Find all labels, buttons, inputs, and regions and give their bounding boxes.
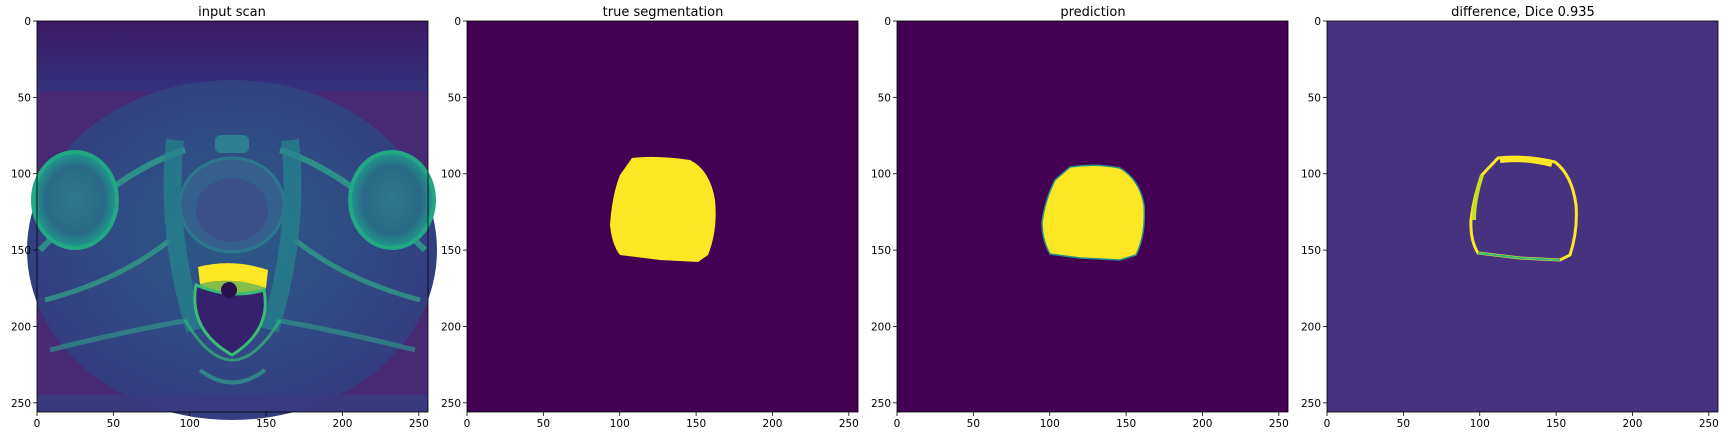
y-tick-label: 100 xyxy=(11,169,31,181)
x-tick-label: 150 xyxy=(1546,418,1566,430)
y-tick-label: 250 xyxy=(871,398,891,410)
y-tick-label: 150 xyxy=(11,245,31,257)
x-tick-label: 50 xyxy=(537,418,550,430)
y-tick-label: 250 xyxy=(1301,398,1321,410)
y-tick-label: 250 xyxy=(441,398,461,410)
x-tick-label: 200 xyxy=(1192,418,1212,430)
x-tick-label: 100 xyxy=(1470,418,1490,430)
x-tick-label: 0 xyxy=(34,418,41,430)
y-tick-label: 50 xyxy=(448,92,461,104)
y-tick-label: 0 xyxy=(454,16,461,28)
x-tick-label: 250 xyxy=(1699,418,1719,430)
x-tick-label: 200 xyxy=(762,418,782,430)
y-tick-label: 0 xyxy=(24,16,31,28)
panel-prediction: prediction xyxy=(896,5,1289,413)
x-tick-label: 50 xyxy=(1397,418,1410,430)
x-tick-label: 0 xyxy=(894,418,901,430)
y-tick-label: 0 xyxy=(884,16,891,28)
y-tick-label: 250 xyxy=(11,398,31,410)
input-scan-image xyxy=(27,21,437,420)
prediction-image xyxy=(897,21,1288,412)
x-tick-label: 50 xyxy=(107,418,120,430)
y-tick-label: 200 xyxy=(441,321,461,333)
y-tick-label: 150 xyxy=(1301,245,1321,257)
axes-frame xyxy=(896,20,1289,413)
y-tick-label: 50 xyxy=(18,92,31,104)
panel-title-prediction: prediction xyxy=(1060,5,1125,20)
x-tick-label: 100 xyxy=(180,418,200,430)
y-tick-label: 50 xyxy=(1308,92,1321,104)
x-tick-label: 50 xyxy=(967,418,980,430)
x-tick-label: 150 xyxy=(686,418,706,430)
y-tick-label: 100 xyxy=(1301,169,1321,181)
x-tick-label: 250 xyxy=(1269,418,1289,430)
y-tick-label: 0 xyxy=(1314,16,1321,28)
axes-frame xyxy=(1326,20,1719,413)
y-tick-label: 150 xyxy=(441,245,461,257)
x-tick-label: 150 xyxy=(256,418,276,430)
axes-frame xyxy=(36,20,429,413)
x-tick-label: 150 xyxy=(1116,418,1136,430)
difference-outline xyxy=(1469,155,1578,262)
x-tick-label: 200 xyxy=(1622,418,1642,430)
y-tick-label: 150 xyxy=(871,245,891,257)
panel-input-scan: input scan xyxy=(27,5,437,420)
difference-image xyxy=(1327,21,1718,412)
x-tick-label: 250 xyxy=(409,418,429,430)
x-tick-label: 200 xyxy=(332,418,352,430)
x-tick-label: 100 xyxy=(1040,418,1060,430)
y-tick-label: 100 xyxy=(871,169,891,181)
y-tick-label: 200 xyxy=(1301,321,1321,333)
x-tick-label: 0 xyxy=(464,418,471,430)
true-segmentation-image xyxy=(467,21,858,412)
y-tick-label: 100 xyxy=(441,169,461,181)
predicted-mask-region xyxy=(1041,164,1146,261)
y-tick-label: 50 xyxy=(878,92,891,104)
panel-difference: difference, Dice 0.935 xyxy=(1326,5,1719,413)
x-tick-label: 250 xyxy=(839,418,859,430)
axes-frame xyxy=(466,20,859,413)
panel-title-input-scan: input scan xyxy=(198,5,266,20)
x-tick-label: 100 xyxy=(610,418,630,430)
panel-true-segmentation: true segmentation xyxy=(466,5,859,413)
panel-title-difference: difference, Dice 0.935 xyxy=(1451,5,1595,20)
x-tick-label: 0 xyxy=(1324,418,1331,430)
y-tick-label: 200 xyxy=(11,321,31,333)
true-mask-region xyxy=(610,156,716,262)
panel-title-true-segmentation: true segmentation xyxy=(603,5,724,20)
y-tick-label: 200 xyxy=(871,321,891,333)
